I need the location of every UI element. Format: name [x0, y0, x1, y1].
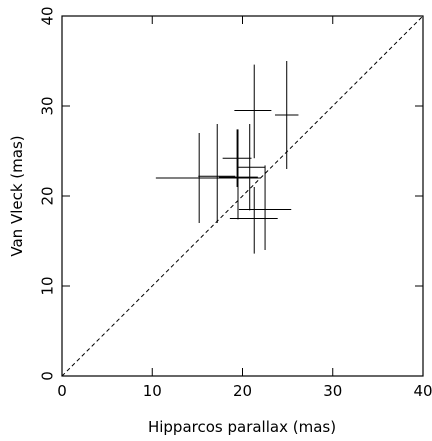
data-point — [229, 187, 278, 254]
y-tick-label: 20 — [39, 186, 57, 205]
x-tick-label: 0 — [57, 382, 67, 400]
x-tick-label: 40 — [413, 382, 432, 400]
data-point — [234, 64, 272, 159]
y-tick-label: 30 — [39, 96, 57, 115]
y-tick-label: 10 — [39, 276, 57, 295]
data-point — [238, 165, 292, 250]
data-point — [198, 124, 236, 223]
data-point — [155, 133, 261, 223]
reference-line — [61, 15, 424, 377]
y-axis-label: Van Vleck (mas) — [8, 135, 26, 256]
x-tick-label: 20 — [233, 382, 252, 400]
data-points — [155, 61, 299, 254]
y-tick-label: 40 — [39, 6, 57, 25]
data-point — [274, 61, 299, 169]
y-tick-label: 0 — [39, 371, 57, 381]
data-point — [219, 129, 258, 220]
reference-line-layer — [61, 15, 424, 377]
x-tick-label: 30 — [323, 382, 342, 400]
ticks: 0 10 20 30 40 0 10 20 30 40 — [39, 6, 432, 400]
x-tick-label: 10 — [143, 382, 162, 400]
x-axis-label: Hipparcos parallax (mas) — [148, 418, 336, 436]
data-point — [222, 129, 252, 187]
data-point — [237, 124, 266, 211]
